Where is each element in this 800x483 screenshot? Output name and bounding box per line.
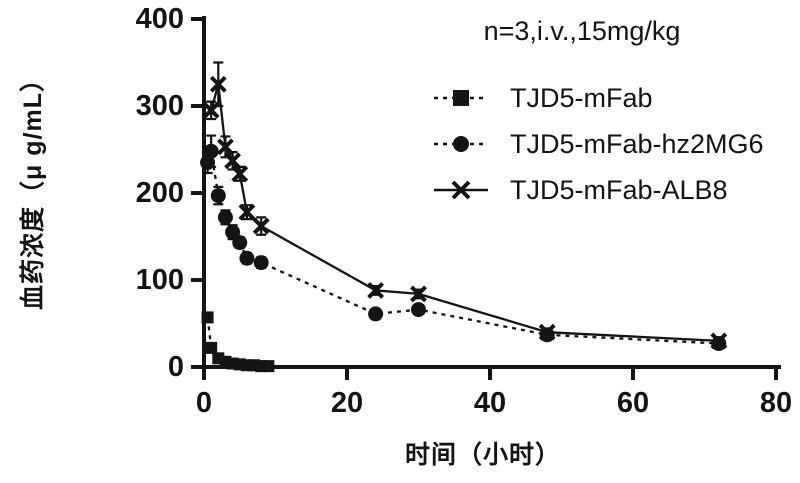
legend-item-label: TJD5-mFab-ALB8 [510,174,728,205]
y-axis-title: 血药浓度（μ g/mL） [19,66,47,310]
y-tick-label: 400 [136,3,184,35]
y-tick-label: 100 [136,264,184,296]
y-tick-label: 0 [168,351,184,383]
series-TJD5-mFab-ALB8 [202,61,728,350]
legend-marker-square-icon [434,90,488,106]
legend-marker-circle-icon [434,136,488,152]
circle-marker-icon [253,255,269,271]
circle-marker-icon [225,224,241,240]
x-marker-icon [202,101,220,119]
x-marker-icon [231,165,249,183]
circle-marker-icon [200,155,216,171]
y-tick-label: 300 [136,90,184,122]
x-tick-label: 60 [617,387,649,419]
square-marker-icon [201,311,214,324]
x-marker-icon [217,138,234,156]
x-tick-label: 20 [331,387,363,419]
series-TJD5-mFab-hz2MG6 [200,134,727,352]
x-tick-label: 0 [196,387,212,419]
legend-marker-x-icon [434,180,488,200]
legend-item-tjd5-mfab-alb8: TJD5-mFab-ALB8 [432,175,764,205]
x-tick-label: 80 [760,387,792,419]
circle-marker-icon [217,209,233,225]
series-line [206,150,719,345]
series-TJD5-mFab [201,311,275,373]
square-marker-icon [262,360,275,373]
circle-marker-icon [210,188,226,204]
x-marker-icon [238,203,256,221]
legend: TJD5-mFab TJD5-mFab-hz2MG6 TJD5-mFab-ALB8 [432,83,764,205]
legend-item-label: TJD5-mFab [510,82,653,113]
circle-marker-icon [232,235,248,251]
circle-marker-icon [411,302,426,318]
x-tick-label: 40 [474,387,506,419]
x-marker-icon [252,217,270,235]
circle-marker-icon [239,250,255,266]
square-marker-icon [205,341,218,354]
legend-item-tjd5-mfab-hz2mg6: TJD5-mFab-hz2MG6 [432,129,764,159]
circle-marker-icon [368,306,384,322]
x-marker-icon [367,282,385,299]
x-marker-icon [224,152,242,170]
y-tick-label: 200 [136,177,184,209]
x-marker-icon [410,285,427,303]
legend-item-tjd5-mfab: TJD5-mFab [432,83,764,113]
study-annotation: n=3,i.v.,15mg/kg [483,16,681,46]
legend-item-label: TJD5-mFab-hz2MG6 [510,128,764,159]
x-marker-icon [710,332,728,350]
x-marker-icon [538,323,556,341]
x-axis-title: 时间（小时） [404,441,561,469]
circle-marker-icon [203,143,219,159]
x-marker-icon [209,75,227,93]
square-marker-icon [248,359,261,372]
